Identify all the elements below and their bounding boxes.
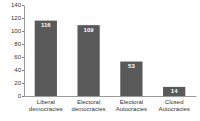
y-tick: 80	[14, 41, 24, 47]
x-tick-label-line: Closed	[165, 99, 184, 105]
x-tick-label: Electoraldemocracies	[72, 99, 106, 112]
y-tick: 120	[11, 15, 24, 21]
y-tick-mark	[22, 5, 24, 6]
bar	[120, 62, 142, 96]
y-tick-mark	[22, 96, 24, 97]
y-tick: 40	[14, 67, 24, 73]
y-tick-label: 100	[11, 28, 22, 34]
y-tick-mark	[22, 57, 24, 58]
y-axis: 0 20 40 60 80 100 120 140	[11, 2, 25, 99]
y-axis-line	[24, 6, 25, 97]
x-tick: ElectoralAutocracies	[116, 96, 147, 112]
y-tick-label: 120	[11, 15, 22, 21]
y-tick-label: 0	[18, 93, 22, 99]
data-label: 116	[41, 22, 51, 28]
y-tick: 140	[11, 2, 24, 8]
y-tick-mark	[22, 18, 24, 19]
y-tick-mark	[22, 31, 24, 32]
bar	[35, 21, 57, 96]
x-axis-line	[25, 96, 197, 97]
y-tick-mark	[22, 44, 24, 45]
y-tick: 0	[18, 93, 24, 99]
x-tick: Liberaldemocracies	[29, 96, 63, 112]
bar	[77, 25, 99, 96]
x-tick-label-line: Electoral	[77, 99, 100, 105]
y-tick-label: 40	[14, 67, 21, 73]
x-tick-label-line: Liberal	[37, 99, 55, 105]
y-tick-mark	[22, 83, 24, 84]
x-tick: ClosedAutocracies	[158, 96, 189, 112]
x-tick-label-line: Electoral	[120, 99, 143, 105]
x-tick: Electoraldemocracies	[72, 96, 106, 112]
plot: 020406080100120140LiberaldemocraciesElec…	[11, 2, 197, 112]
x-tick-label-line: democracies	[29, 106, 63, 112]
x-tick-label-line: Autocracies	[158, 106, 189, 112]
y-tick-label: 80	[14, 41, 21, 47]
chart: 020406080100120140LiberaldemocraciesElec…	[0, 0, 200, 121]
bars	[35, 21, 186, 96]
data-label: 109	[84, 27, 95, 33]
y-tick-label: 20	[14, 80, 21, 86]
x-tick-label: Liberaldemocracies	[29, 99, 63, 112]
y-tick-mark	[22, 70, 24, 71]
x-tick-label-line: Autocracies	[116, 106, 147, 112]
data-labels: 116 109 53 14	[41, 22, 178, 94]
x-tick-label-line: democracies	[72, 106, 106, 112]
y-tick: 60	[14, 54, 24, 60]
data-label: 14	[171, 88, 178, 94]
x-tick-label: ClosedAutocracies	[158, 99, 189, 112]
y-tick: 100	[11, 28, 24, 34]
x-axis: LiberaldemocraciesElectoraldemocraciesEl…	[25, 96, 197, 112]
bar	[163, 87, 185, 96]
y-tick-label: 60	[14, 54, 21, 60]
data-label: 53	[128, 63, 135, 69]
y-tick: 20	[14, 80, 24, 86]
x-tick-label: ElectoralAutocracies	[116, 99, 147, 112]
y-tick-label: 140	[11, 2, 22, 8]
